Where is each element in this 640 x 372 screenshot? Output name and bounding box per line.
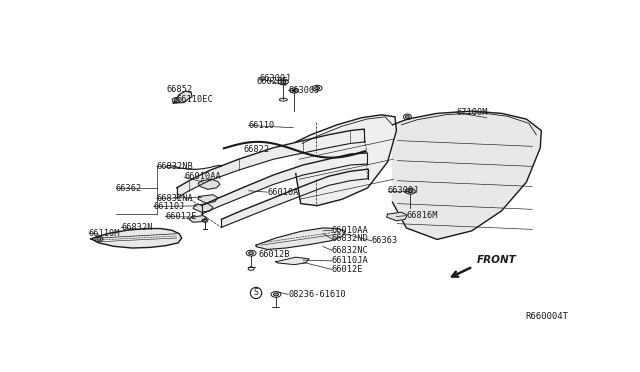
Text: 66832ND: 66832ND (332, 234, 369, 243)
Polygon shape (189, 216, 207, 222)
Text: 66832NC: 66832NC (332, 246, 369, 255)
Text: 66012E: 66012E (332, 265, 364, 274)
Text: 66832NA: 66832NA (157, 194, 194, 203)
Ellipse shape (281, 80, 286, 83)
Text: 66363: 66363 (372, 236, 398, 246)
Ellipse shape (405, 115, 410, 118)
Text: 6602BE: 6602BE (256, 77, 287, 86)
Polygon shape (91, 228, 182, 248)
Text: 66010A: 66010A (268, 187, 299, 197)
Ellipse shape (174, 99, 177, 102)
Text: 66110JA: 66110JA (332, 256, 369, 265)
Text: 66012E: 66012E (165, 212, 197, 221)
Ellipse shape (248, 252, 253, 254)
Polygon shape (202, 153, 367, 214)
Ellipse shape (273, 293, 278, 296)
Polygon shape (276, 257, 309, 264)
Polygon shape (198, 195, 218, 203)
Polygon shape (256, 228, 346, 250)
Text: 66822: 66822 (244, 145, 270, 154)
Text: 66110M: 66110M (89, 229, 120, 238)
Text: 66010AA: 66010AA (184, 173, 221, 182)
Ellipse shape (315, 87, 319, 90)
Text: S: S (253, 288, 259, 298)
Polygon shape (193, 203, 213, 212)
Text: 66832NB: 66832NB (157, 162, 194, 171)
Ellipse shape (292, 89, 296, 92)
Text: 66110J: 66110J (154, 202, 185, 211)
Text: 66110: 66110 (249, 121, 275, 130)
Text: 66832N: 66832N (121, 223, 153, 232)
Polygon shape (392, 111, 541, 240)
Ellipse shape (408, 190, 413, 193)
Polygon shape (296, 115, 396, 206)
Polygon shape (387, 212, 408, 221)
Polygon shape (221, 169, 367, 227)
Text: 66300J: 66300J (260, 74, 291, 83)
Text: 66300J: 66300J (388, 186, 419, 195)
Text: 66362: 66362 (116, 184, 142, 193)
Text: 66010AA: 66010AA (332, 226, 369, 235)
Text: 08236-61610: 08236-61610 (288, 290, 346, 299)
Text: 66852: 66852 (167, 84, 193, 93)
Polygon shape (198, 179, 220, 189)
Text: 66110EC: 66110EC (177, 94, 214, 103)
Polygon shape (173, 91, 192, 103)
Text: 66816M: 66816M (406, 211, 438, 220)
Text: 67100M: 67100M (457, 108, 488, 117)
Text: 66012B: 66012B (259, 250, 290, 259)
Text: 66300J: 66300J (288, 86, 320, 95)
Polygon shape (177, 129, 364, 198)
Text: FRONT: FRONT (477, 254, 516, 264)
Ellipse shape (97, 237, 101, 240)
Text: R660004T: R660004T (525, 312, 568, 321)
